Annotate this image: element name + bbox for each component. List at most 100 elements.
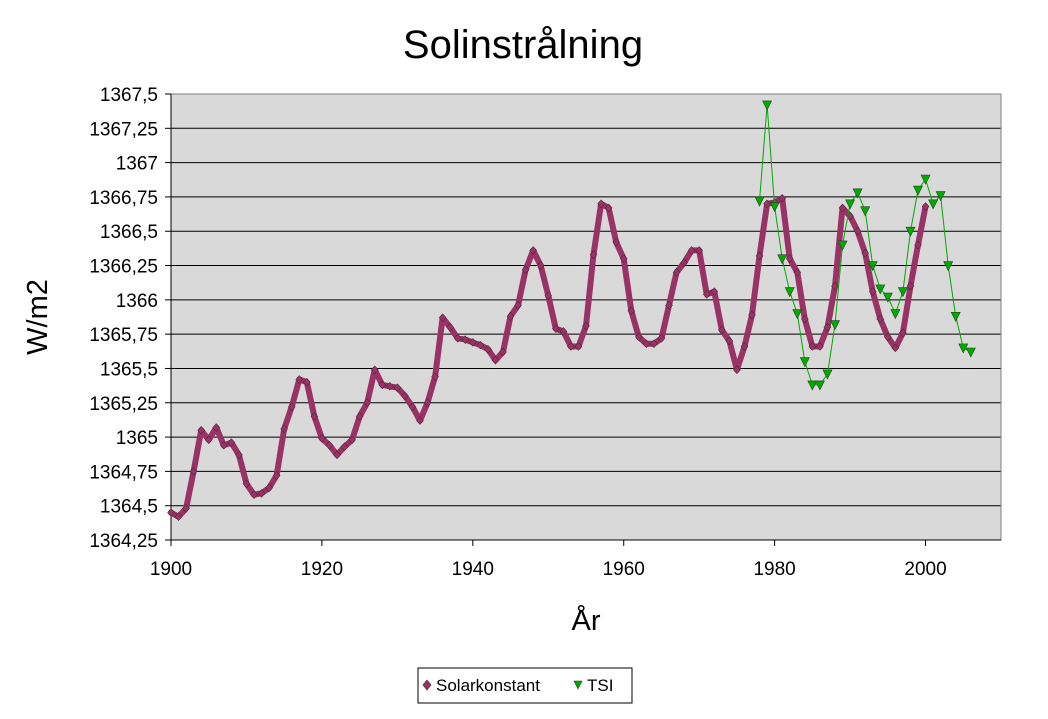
- x-tick-label: 1920: [301, 559, 343, 580]
- point-solarkonstant: [717, 325, 726, 335]
- point-tsi: [867, 261, 878, 272]
- point-solarkonstant: [906, 281, 915, 291]
- point-solarkonstant: [838, 203, 847, 213]
- y-tick-label: 1364,25: [89, 531, 158, 552]
- point-tsi: [754, 196, 765, 207]
- point-tsi: [807, 380, 818, 391]
- point-solarkonstant: [476, 340, 485, 350]
- point-solarkonstant: [680, 258, 688, 268]
- point-tsi: [905, 226, 916, 237]
- point-solarkonstant: [235, 450, 243, 460]
- point-tsi: [935, 191, 946, 202]
- point-solarkonstant: [544, 291, 553, 301]
- point-solarkonstant: [287, 402, 296, 412]
- legend: Solarkonstant TSI: [417, 667, 633, 704]
- point-solarkonstant: [725, 336, 734, 346]
- point-solarkonstant: [446, 322, 455, 332]
- point-tsi: [965, 347, 976, 358]
- point-solarkonstant: [250, 490, 258, 500]
- y-tick-label: 1364,5: [100, 497, 158, 518]
- point-solarkonstant: [702, 289, 711, 299]
- point-tsi: [830, 320, 840, 331]
- point-tsi: [822, 369, 833, 380]
- point-solarkonstant: [710, 287, 719, 296]
- point-solarkonstant: [559, 327, 568, 336]
- legend-box: [417, 667, 633, 704]
- y-tick-label: 1367: [116, 154, 158, 175]
- point-solarkonstant: [204, 435, 213, 445]
- point-solarkonstant: [219, 440, 228, 450]
- point-tsi: [890, 309, 901, 320]
- x-tick-label: 2000: [904, 559, 946, 580]
- legend-label-solarkonstant: Solarkonstant: [436, 676, 540, 695]
- point-tsi: [777, 254, 788, 265]
- point-tsi: [943, 261, 954, 272]
- point-solarkonstant: [302, 377, 311, 387]
- point-solarkonstant: [589, 250, 598, 259]
- point-solarkonstant: [227, 438, 236, 447]
- legend-marker-tsi: [573, 680, 583, 690]
- point-solarkonstant: [423, 398, 432, 408]
- point-solarkonstant: [816, 342, 824, 351]
- point-solarkonstant: [883, 332, 892, 342]
- point-solarkonstant: [740, 342, 749, 351]
- point-solarkonstant: [672, 268, 681, 277]
- point-solarkonstant: [325, 440, 334, 450]
- point-solarkonstant: [687, 246, 696, 255]
- point-solarkonstant: [650, 339, 658, 349]
- point-solarkonstant: [416, 416, 424, 425]
- point-solarkonstant: [174, 512, 183, 522]
- point-solarkonstant: [408, 402, 417, 412]
- y-tick-label: 1366,5: [100, 222, 158, 243]
- point-solarkonstant: [808, 342, 817, 351]
- point-tsi: [913, 185, 923, 196]
- point-tsi: [928, 199, 939, 210]
- point-solarkonstant: [265, 483, 273, 493]
- point-solarkonstant: [657, 333, 666, 343]
- point-solarkonstant: [521, 265, 530, 275]
- point-solarkonstant: [378, 380, 387, 390]
- point-solarkonstant: [468, 338, 477, 347]
- point-solarkonstant: [619, 254, 628, 264]
- point-solarkonstant: [385, 381, 394, 391]
- point-tsi: [950, 312, 961, 322]
- y-tick-label: 1365,75: [89, 325, 158, 346]
- point-solarkonstant: [778, 193, 787, 203]
- point-solarkonstant: [431, 372, 439, 382]
- point-solarkonstant: [167, 508, 175, 517]
- point-tsi: [920, 174, 931, 185]
- x-tick-label: 1940: [452, 559, 494, 580]
- point-solarkonstant: [393, 383, 402, 393]
- point-solarkonstant: [295, 375, 304, 384]
- point-solarkonstant: [665, 300, 673, 310]
- y-axis-title: W/m2: [22, 279, 54, 355]
- y-tick-labels: 1364,25 1364,5 1364,75 1365 1365,25 1365,5 136…: [89, 85, 171, 552]
- axes: [170, 93, 1002, 541]
- point-solarkonstant: [914, 240, 922, 250]
- legend-label-tsi: TSI: [587, 676, 613, 695]
- point-tsi: [784, 287, 795, 298]
- point-solarkonstant: [182, 504, 190, 513]
- point-solarkonstant: [574, 342, 583, 351]
- y-tick-label: 1364,75: [89, 462, 158, 483]
- x-tick-label: 1900: [150, 559, 192, 580]
- point-solarkonstant: [514, 300, 522, 310]
- point-tsi: [897, 287, 908, 298]
- point-solarkonstant: [506, 311, 515, 321]
- y-tick-label: 1366: [116, 291, 158, 312]
- point-tsi: [792, 309, 803, 320]
- point-solarkonstant: [551, 324, 560, 334]
- point-solarkonstant: [582, 321, 590, 331]
- point-solarkonstant: [333, 450, 341, 460]
- point-solarkonstant: [876, 314, 885, 324]
- point-solarkonstant: [695, 246, 704, 255]
- point-solarkonstant: [491, 355, 500, 365]
- point-solarkonstant: [861, 248, 870, 258]
- point-solarkonstant: [438, 313, 447, 323]
- point-solarkonstant: [823, 322, 832, 332]
- point-solarkonstant: [401, 391, 409, 401]
- point-solarkonstant: [853, 226, 862, 236]
- point-solarkonstant: [257, 488, 266, 498]
- point-solarkonstant: [363, 398, 372, 408]
- point-solarkonstant: [355, 412, 364, 421]
